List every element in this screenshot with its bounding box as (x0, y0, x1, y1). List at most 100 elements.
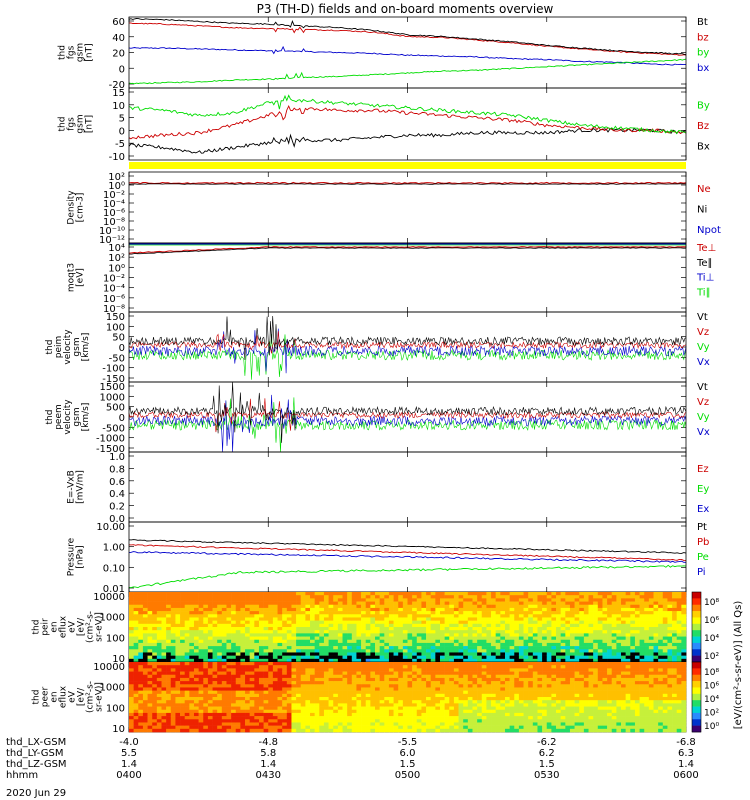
series-pt-line (128, 539, 687, 554)
panel-ylabel: velocity (63, 399, 73, 435)
y-tick-label: 10⁻¹⁰ (99, 226, 125, 237)
y-tick-label: 10⁻² (103, 190, 125, 201)
panel-frame (128, 16, 687, 89)
y-tick-label: 0 (119, 126, 125, 137)
y-tick-label: 10 (112, 101, 125, 112)
y-tick-label: -1000 (96, 434, 125, 445)
y-tick-label: 10⁰ (108, 181, 125, 192)
panel-6: thd peem velocity gsm [km/s] 150010005000-500… (45, 381, 710, 455)
panel-ylabel: eV (68, 690, 78, 703)
xaxis-tick-value: 0500 (395, 770, 420, 781)
y-tick-label: 10⁻⁴ (103, 199, 125, 210)
panel-frame (128, 242, 687, 313)
colorbar-tick-label: 10² (704, 652, 719, 662)
legend-bx: Bx (697, 142, 710, 153)
series-bx-line (128, 45, 686, 66)
panel-ylabel: Pressure (67, 537, 77, 576)
xaxis-tick-value: 0400 (116, 770, 141, 781)
legend-vx: Vx (697, 357, 710, 368)
colorbar-tick-label: 10⁶ (704, 682, 719, 692)
series-vx-line (128, 328, 687, 374)
colorbar-label: [eV/(cm²-s-sr-eV)] (All Qs) (733, 601, 744, 730)
legend-ne: Ne (697, 184, 711, 195)
panel-ylabel: Density (67, 190, 77, 225)
panel-ylabel: [nPa] (76, 545, 86, 568)
series-ni-line (128, 183, 686, 185)
y-tick-label: -500 (102, 423, 125, 434)
panel-ylabel: peem (54, 404, 64, 430)
y-tick-label: 100 (106, 633, 125, 644)
y-tick-label: 20 (112, 49, 125, 60)
legend-bz: Bz (697, 121, 709, 132)
y-tick-label: -150 (102, 374, 125, 385)
panel-ylabel: fgs (67, 117, 77, 131)
y-tick-label: 0 (119, 343, 125, 354)
y-tick-label: 0.01 (103, 584, 125, 595)
y-tick-label: 5 (119, 114, 125, 125)
series-bz-line (128, 22, 687, 56)
spectrogram-10 (129, 662, 687, 733)
y-tick-label: -1500 (96, 444, 125, 455)
xaxis-row-label: hhmm (6, 770, 38, 781)
panel-ylabel: [mV/m] (76, 470, 86, 504)
panel-ylabel: en (50, 621, 60, 632)
series-vz-line (128, 331, 687, 354)
y-tick-label: 10⁻⁸ (103, 304, 125, 315)
y-tick-label: 0.0 (109, 514, 125, 525)
y-tick-label: 1.00 (103, 543, 125, 554)
panel-ylabel: [km/s] (81, 333, 91, 362)
y-tick-label: 60 (112, 17, 125, 28)
series-bx-line (128, 127, 687, 154)
panel-frame (128, 451, 687, 523)
y-tick-label: -5 (115, 139, 125, 150)
y-tick-label: 500 (106, 403, 125, 414)
legend-vy: Vy (697, 342, 710, 353)
series-vx-line (128, 394, 687, 453)
series-by-line (128, 58, 687, 85)
legend-pe: Pe (697, 552, 709, 563)
series-pe-line (128, 564, 687, 589)
colorbar-10: 10⁸ 10⁶ 10⁴ 10² 10⁰ (691, 661, 719, 733)
y-tick-label: 0.2 (109, 502, 125, 513)
panel-ylabel: sr-eV)] (95, 612, 105, 642)
xaxis-tick-value: -4.0 (119, 737, 139, 748)
panel-ylabel: [eV/ (77, 617, 87, 636)
panel-ylabel: en (50, 691, 60, 702)
y-tick-label: 1000 (100, 683, 125, 694)
y-tick-label: 40 (112, 33, 125, 44)
legend-vy: Vy (697, 412, 710, 423)
xaxis-tick-value: 1.4 (260, 759, 276, 770)
panel-ylabel: [nT] (85, 43, 95, 61)
panel-ylabel: thd (45, 340, 55, 355)
panel-ylabel: peer (41, 686, 51, 707)
panel-7: E=-VxB [mV/m] 1.00.8 0.60.4 0.20.0 Ez Ey Ex (67, 451, 709, 525)
y-tick-label: 0.10 (103, 563, 125, 574)
xaxis-tick-value: 5.8 (260, 748, 276, 759)
panel-1: thd fgs gsm [nT] 60 40 20 0 -20 Bt bz by bx (58, 16, 709, 91)
y-tick-label: 10⁻¹² (99, 235, 125, 246)
panel-ylabel: thd (58, 117, 68, 132)
panel-ylabel: peir (41, 618, 51, 636)
xaxis-tick-value: 1.5 (539, 759, 555, 770)
colorbar-tick-label: 10² (704, 709, 719, 719)
panel-ylabel: gsm (76, 114, 86, 133)
y-tick-label: 0 (119, 413, 125, 424)
y-tick-label: 15 (112, 88, 125, 99)
xaxis-tick-value: -5.5 (398, 737, 418, 748)
panel-ylabel: velocity (63, 329, 73, 365)
xaxis-tick-value: -6.8 (676, 737, 696, 748)
series-vt-line (128, 381, 687, 443)
y-tick-label: 0.6 (109, 477, 125, 488)
legend-vz: Vz (697, 397, 709, 408)
panel-ylabel: peim (54, 336, 64, 359)
y-tick-label: 10000 (93, 592, 125, 603)
y-tick-label: 1000 (100, 392, 125, 403)
panel-ylabel: [nT] (85, 115, 95, 133)
panel-ylabel: eflux (59, 685, 69, 708)
series-vy-line (128, 334, 687, 380)
panel-ylabel: [cm-3] (76, 193, 86, 223)
xaxis-tick-value: -4.8 (258, 737, 278, 748)
y-tick-label: -20 (109, 80, 125, 91)
